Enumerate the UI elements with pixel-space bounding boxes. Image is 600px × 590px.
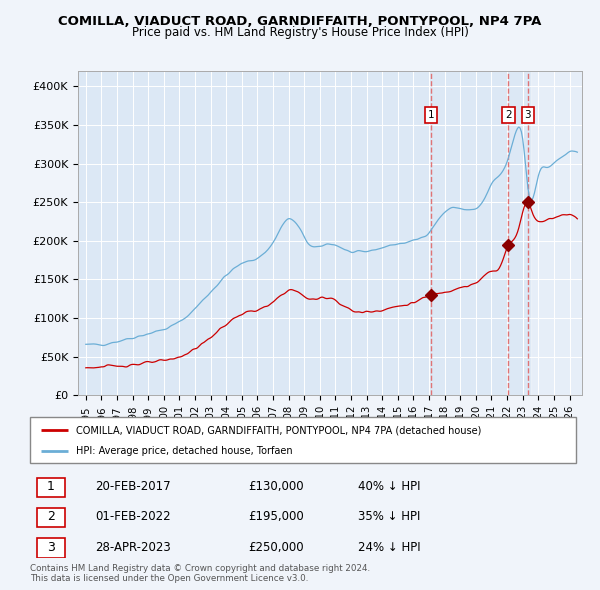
Text: 20-FEB-2017: 20-FEB-2017 (95, 480, 171, 493)
Text: 24% ↓ HPI: 24% ↓ HPI (358, 540, 420, 553)
Text: HPI: Average price, detached house, Torfaen: HPI: Average price, detached house, Torf… (76, 446, 293, 456)
Text: 1: 1 (428, 110, 434, 120)
Text: Price paid vs. HM Land Registry's House Price Index (HPI): Price paid vs. HM Land Registry's House … (131, 26, 469, 39)
Text: Contains HM Land Registry data © Crown copyright and database right 2024.: Contains HM Land Registry data © Crown c… (30, 564, 370, 573)
Text: COMILLA, VIADUCT ROAD, GARNDIFFAITH, PONTYPOOL, NP4 7PA (detached house): COMILLA, VIADUCT ROAD, GARNDIFFAITH, PON… (76, 425, 482, 435)
Text: 01-FEB-2022: 01-FEB-2022 (95, 510, 171, 523)
Text: COMILLA, VIADUCT ROAD, GARNDIFFAITH, PONTYPOOL, NP4 7PA: COMILLA, VIADUCT ROAD, GARNDIFFAITH, PON… (58, 15, 542, 28)
Text: 28-APR-2023: 28-APR-2023 (95, 540, 171, 553)
Text: 2: 2 (505, 110, 512, 120)
FancyBboxPatch shape (37, 508, 65, 527)
Text: £195,000: £195,000 (248, 510, 304, 523)
Text: This data is licensed under the Open Government Licence v3.0.: This data is licensed under the Open Gov… (30, 574, 308, 583)
Text: 40% ↓ HPI: 40% ↓ HPI (358, 480, 420, 493)
Text: £250,000: £250,000 (248, 540, 304, 553)
Text: 3: 3 (524, 110, 531, 120)
Text: 35% ↓ HPI: 35% ↓ HPI (358, 510, 420, 523)
FancyBboxPatch shape (30, 417, 576, 463)
Text: 1: 1 (47, 480, 55, 493)
Text: £130,000: £130,000 (248, 480, 304, 493)
FancyBboxPatch shape (37, 478, 65, 497)
Text: 3: 3 (47, 540, 55, 553)
Text: 2: 2 (47, 510, 55, 523)
FancyBboxPatch shape (37, 538, 65, 558)
